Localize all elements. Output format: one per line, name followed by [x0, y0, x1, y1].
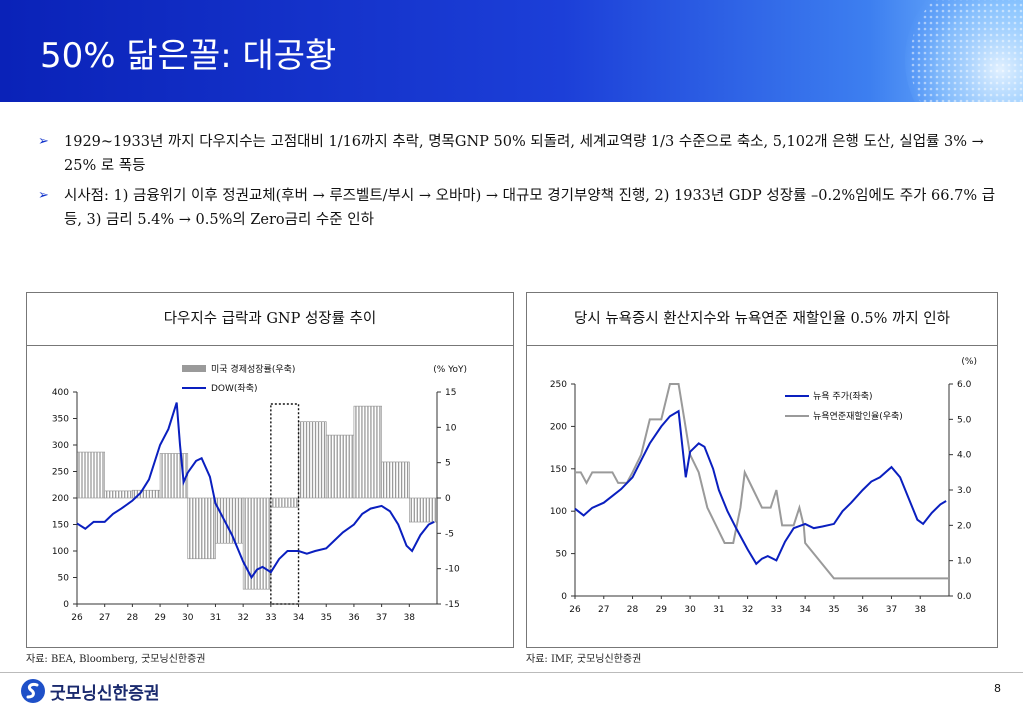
legend-label: DOW(좌축)	[211, 383, 258, 394]
y-tick-label: -10	[445, 565, 460, 575]
x-tick-label: 35	[828, 605, 839, 615]
company-logo: 굿모닝신한증권	[20, 678, 159, 704]
y-tick-label: 0	[63, 600, 69, 610]
y-tick-label: 0	[445, 494, 451, 504]
nyse-rate-chart: 0 50 100 150 200 250 0.0 1.0 2.0 3.0 4.0 5.0 6.0 26 27…	[550, 357, 977, 615]
x-tick-label: 30	[182, 613, 194, 623]
y-tick-label: 350	[52, 415, 69, 425]
arrow-bullet-icon: ➢	[38, 188, 49, 203]
y-tick-label: 50	[58, 574, 70, 584]
x-tick-label: 29	[154, 613, 166, 623]
x-tick-label: 34	[799, 605, 811, 615]
x-tick-label: 38	[404, 613, 416, 623]
source-note: 자료: IMF, 굿모닝신한증권	[526, 654, 642, 665]
y-tick-label: 150	[550, 465, 567, 475]
x-tick-label: 31	[713, 605, 724, 615]
y-tick-label: 300	[52, 441, 69, 451]
x-tick-label: 32	[742, 605, 753, 615]
footer-divider	[0, 672, 1023, 673]
y-tick-label: 3.0	[957, 486, 972, 496]
y-tick-label: 250	[52, 468, 69, 478]
globe-graphic	[905, 0, 1023, 102]
legend-label: 뉴욕연준재할인율(우축)	[813, 411, 903, 422]
logo-text: 굿모닝신한증권	[50, 683, 160, 704]
x-tick-label: 37	[376, 613, 387, 623]
y-tick-label: 5.0	[957, 415, 972, 425]
x-tick-label: 28	[627, 605, 639, 615]
page-number: 8	[994, 682, 1001, 695]
y-tick-label: 200	[550, 422, 567, 432]
shinhan-logo-icon	[21, 679, 45, 703]
y-tick-label: 100	[52, 547, 69, 557]
x-tick-label: 28	[127, 613, 139, 623]
y-tick-label: -5	[445, 529, 454, 539]
x-tick-label: 26	[71, 613, 83, 623]
y-tick-label: 100	[550, 507, 567, 517]
y-tick-label: 50	[556, 550, 568, 560]
y-tick-label: -15	[445, 600, 460, 610]
x-tick-label: 33	[771, 605, 782, 615]
page-title: 50% 닮은꼴: 대공황	[40, 36, 337, 76]
bullet-text: 시사점: 1) 금융위기 이후 정권교체(후버 → 루즈벨트/부시 → 오바마)…	[64, 188, 996, 228]
x-tick-label: 29	[656, 605, 668, 615]
y-tick-label: 1.0	[957, 557, 972, 567]
x-tick-label: 36	[857, 605, 869, 615]
y-tick-label: 200	[52, 494, 69, 504]
chart-panel-dow: 다우지수 급락과 GNP 성장률 추이 0 50 100 150 200 250 300 35…	[26, 292, 514, 648]
legend-swatch-bar	[182, 365, 206, 372]
x-tick-label: 27	[99, 613, 110, 623]
legend-label: 뉴욕 주가(좌축)	[813, 391, 873, 402]
chart-title: 다우지수 급락과 GNP 성장률 추이	[27, 293, 513, 346]
legend-label: 미국 경제성장률(우축)	[211, 363, 295, 375]
series-line-dow	[76, 402, 435, 580]
y-tick-label: 400	[52, 388, 69, 398]
x-tick-label: 32	[237, 613, 248, 623]
y-tick-label: 0	[561, 592, 567, 602]
y-tick-label: 0.0	[957, 592, 972, 602]
y-tick-label: 250	[550, 380, 567, 390]
source-note: 자료: BEA, Bloomberg, 굿모닝신한증권	[26, 654, 206, 665]
series-line-rate	[575, 383, 949, 580]
y-unit-label: (%)	[961, 357, 977, 367]
chart-title: 당시 뉴욕증시 환산지수와 뉴욕연준 재할인율 0.5% 까지 인하	[527, 293, 997, 346]
y-unit-label: (% YoY)	[433, 365, 467, 375]
y-tick-label: 150	[52, 521, 69, 531]
x-tick-label: 26	[569, 605, 581, 615]
x-tick-label: 27	[598, 605, 609, 615]
y-tick-label: 5	[445, 459, 451, 469]
arrow-bullet-icon: ➢	[38, 134, 49, 149]
dow-gnp-chart: 0 50 100 150 200 250 300 350 400 -15 -10 -5 0 5 10 15 26…	[52, 363, 467, 623]
bullet-item: ➢ 1929~1933년 까지 다우지수는 고점대비 1/16까지 추락, 명목…	[38, 130, 998, 178]
y-tick-label: 6.0	[957, 380, 972, 390]
x-tick-label: 31	[210, 613, 221, 623]
y-tick-label: 10	[445, 423, 457, 433]
chart-panel-nyse: 당시 뉴욕증시 환산지수와 뉴욕연준 재할인율 0.5% 까지 인하 0 50 10…	[526, 292, 998, 648]
x-tick-label: 37	[886, 605, 897, 615]
y-tick-label: 2.0	[957, 521, 972, 531]
y-tick-label: 4.0	[957, 451, 972, 461]
header-banner: 50% 닮은꼴: 대공황	[0, 0, 1023, 102]
bullet-item: ➢ 시사점: 1) 금융위기 이후 정권교체(후버 → 루즈벨트/부시 → 오바…	[38, 184, 998, 232]
x-tick-label: 36	[348, 613, 360, 623]
x-tick-label: 33	[265, 613, 276, 623]
x-tick-label: 34	[293, 613, 305, 623]
y-tick-label: 15	[445, 388, 456, 398]
x-tick-label: 38	[915, 605, 927, 615]
series-line-stock	[574, 409, 947, 566]
bullet-list: ➢ 1929~1933년 까지 다우지수는 고점대비 1/16까지 추락, 명목…	[38, 130, 998, 238]
bullet-text: 1929~1933년 까지 다우지수는 고점대비 1/16까지 추락, 명목GN…	[64, 134, 984, 174]
x-tick-label: 35	[321, 613, 332, 623]
x-tick-label: 30	[684, 605, 696, 615]
